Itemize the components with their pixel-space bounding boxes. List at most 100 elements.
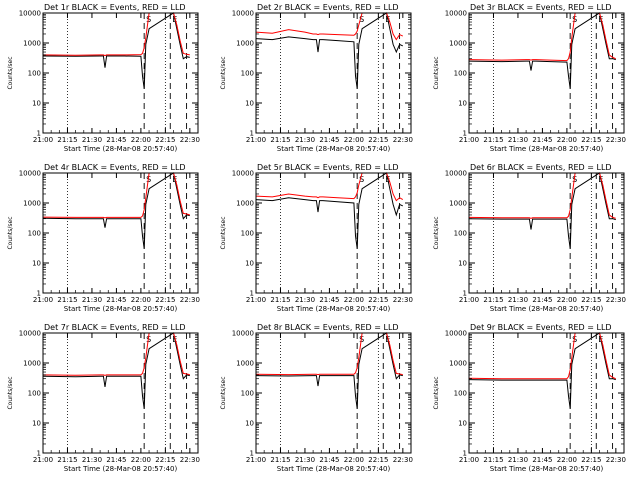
x-tick-label: 22:00	[344, 456, 364, 464]
y-tick-label: 1	[250, 130, 254, 138]
events-series-line	[255, 172, 404, 249]
x-tick-label: 21:00	[246, 136, 266, 144]
y-axis-label: Counts/sec	[220, 216, 227, 249]
x-tick-label: 21:00	[33, 136, 53, 144]
lld-series-line	[468, 12, 616, 62]
y-tick-label: 10	[245, 260, 254, 268]
x-tick-label: 21:30	[82, 296, 102, 304]
y-axis-label: Counts/sec	[7, 56, 14, 89]
y-tick-label: 10	[245, 420, 254, 428]
lld-series-line	[468, 172, 616, 219]
x-tick-label: 22:30	[606, 136, 626, 144]
y-axis-label: Counts/sec	[433, 216, 440, 249]
y-tick-label: 10000	[445, 330, 467, 338]
axes-frame	[42, 172, 199, 294]
x-tick-label: 22:15	[368, 136, 388, 144]
x-tick-label: 21:15	[270, 296, 290, 304]
y-tick-label: 100	[241, 70, 254, 78]
x-tick-label: 22:15	[581, 136, 601, 144]
y-tick-label: 1	[250, 290, 254, 298]
x-tick-label: 22:15	[368, 296, 388, 304]
x-tick-label: 22:15	[581, 296, 601, 304]
x-tick-label: 21:45	[106, 136, 126, 144]
panel-title: Det 4r BLACK = Events, RED = LLD	[44, 163, 186, 172]
panel-title: Det 3r BLACK = Events, RED = LLD	[470, 3, 612, 12]
y-axis-label: Counts/sec	[220, 376, 227, 409]
axes-frame	[468, 12, 625, 134]
x-tick-label: 21:45	[319, 296, 339, 304]
y-tick-label: 1000	[449, 40, 467, 48]
panel-title: Det 5r BLACK = Events, RED = LLD	[257, 163, 399, 172]
x-tick-label: 22:15	[368, 456, 388, 464]
x-tick-label: 22:30	[393, 136, 413, 144]
y-tick-label: 100	[28, 230, 41, 238]
y-tick-label: 10000	[19, 330, 41, 338]
x-tick-label: 21:30	[508, 296, 528, 304]
y-tick-label: 100	[241, 230, 254, 238]
lld-series-line	[255, 172, 404, 202]
x-tick-label: 21:45	[532, 296, 552, 304]
y-tick-label: 10	[245, 100, 254, 108]
lld-series-line	[42, 12, 190, 57]
events-series-line	[42, 332, 190, 409]
x-tick-label: 22:15	[581, 456, 601, 464]
y-axis-label: Counts/sec	[7, 216, 14, 249]
lld-series-line	[42, 332, 190, 376]
x-tick-label: 21:00	[459, 136, 479, 144]
y-tick-label: 1000	[449, 200, 467, 208]
y-tick-label: 1000	[23, 40, 41, 48]
y-tick-label: 1	[37, 290, 41, 298]
x-tick-label: 22:30	[180, 456, 200, 464]
x-tick-label: 21:45	[319, 456, 339, 464]
y-tick-label: 100	[28, 390, 41, 398]
x-tick-label: 21:15	[483, 296, 503, 304]
panel-title: Det 7r BLACK = Events, RED = LLD	[44, 323, 186, 332]
events-series-line	[255, 332, 403, 409]
y-tick-label: 10	[458, 260, 467, 268]
x-axis-label: Start Time (28-Mar-08 20:57:40)	[490, 305, 604, 313]
y-tick-label: 1	[250, 450, 254, 458]
x-tick-label: 21:00	[246, 456, 266, 464]
panel-title: Det 9r BLACK = Events, RED = LLD	[470, 323, 612, 332]
y-tick-label: 1	[463, 290, 467, 298]
x-tick-label: 21:45	[532, 456, 552, 464]
x-tick-label: 21:00	[459, 296, 479, 304]
x-tick-label: 21:15	[57, 296, 77, 304]
x-tick-label: 22:00	[557, 456, 577, 464]
x-tick-label: 22:00	[131, 136, 151, 144]
panel-title: Det 1r BLACK = Events, RED = LLD	[44, 3, 186, 12]
x-tick-label: 21:45	[319, 136, 339, 144]
y-tick-label: 10	[32, 260, 41, 268]
y-tick-label: 100	[454, 390, 467, 398]
x-tick-label: 22:30	[606, 296, 626, 304]
y-tick-label: 1	[463, 130, 467, 138]
x-tick-label: 22:15	[155, 296, 175, 304]
start-marker-label: S	[359, 175, 364, 184]
panel-title: Det 8r BLACK = Events, RED = LLD	[257, 323, 399, 332]
x-tick-label: 21:30	[508, 456, 528, 464]
x-axis-label: Start Time (28-Mar-08 20:57:40)	[64, 145, 178, 153]
y-tick-label: 10000	[232, 330, 254, 338]
start-marker-label: S	[359, 15, 364, 24]
y-tick-label: 100	[454, 70, 467, 78]
x-tick-label: 21:45	[532, 136, 552, 144]
axes-frame	[468, 332, 625, 454]
y-tick-label: 10000	[19, 170, 41, 178]
events-series-line	[468, 12, 616, 89]
axes-frame	[42, 332, 199, 454]
x-tick-label: 22:00	[131, 456, 151, 464]
y-tick-label: 1000	[23, 360, 41, 368]
events-series-line	[42, 12, 190, 89]
axes-frame	[255, 332, 412, 454]
y-axis-label: Counts/sec	[7, 376, 14, 409]
axes-frame	[255, 172, 412, 294]
x-tick-label: 21:15	[483, 136, 503, 144]
y-tick-label: 10000	[19, 10, 41, 18]
